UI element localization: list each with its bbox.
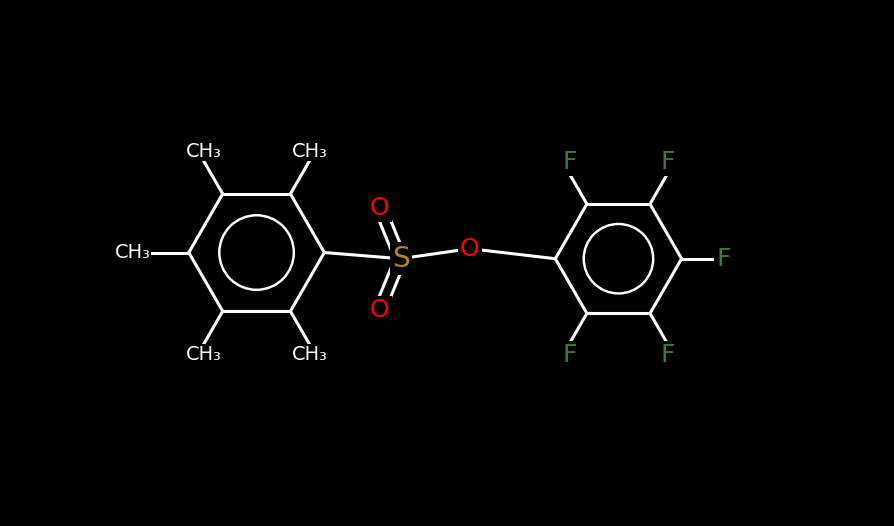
Text: F: F: [660, 150, 674, 174]
Text: CH₃: CH₃: [291, 141, 327, 160]
Text: CH₃: CH₃: [185, 345, 221, 363]
Text: CH₃: CH₃: [291, 345, 327, 363]
Text: F: F: [561, 343, 576, 367]
Text: O: O: [369, 196, 389, 220]
Text: CH₃: CH₃: [114, 243, 150, 262]
Text: F: F: [660, 343, 674, 367]
Text: F: F: [561, 150, 576, 174]
Text: F: F: [715, 247, 730, 271]
Text: O: O: [460, 237, 479, 261]
Text: S: S: [392, 245, 409, 272]
Text: CH₃: CH₃: [185, 141, 221, 160]
Text: O: O: [369, 298, 389, 321]
